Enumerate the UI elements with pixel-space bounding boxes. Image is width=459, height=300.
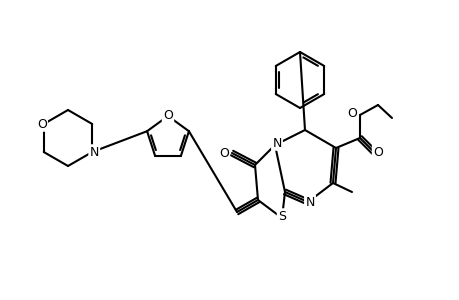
Text: N: N <box>305 196 314 208</box>
Text: O: O <box>162 109 173 122</box>
Text: N: N <box>272 136 281 149</box>
Text: N: N <box>90 146 99 158</box>
Text: O: O <box>346 106 356 119</box>
Text: O: O <box>218 146 229 160</box>
Text: O: O <box>37 118 46 130</box>
Text: O: O <box>372 146 382 158</box>
Text: S: S <box>277 209 285 223</box>
